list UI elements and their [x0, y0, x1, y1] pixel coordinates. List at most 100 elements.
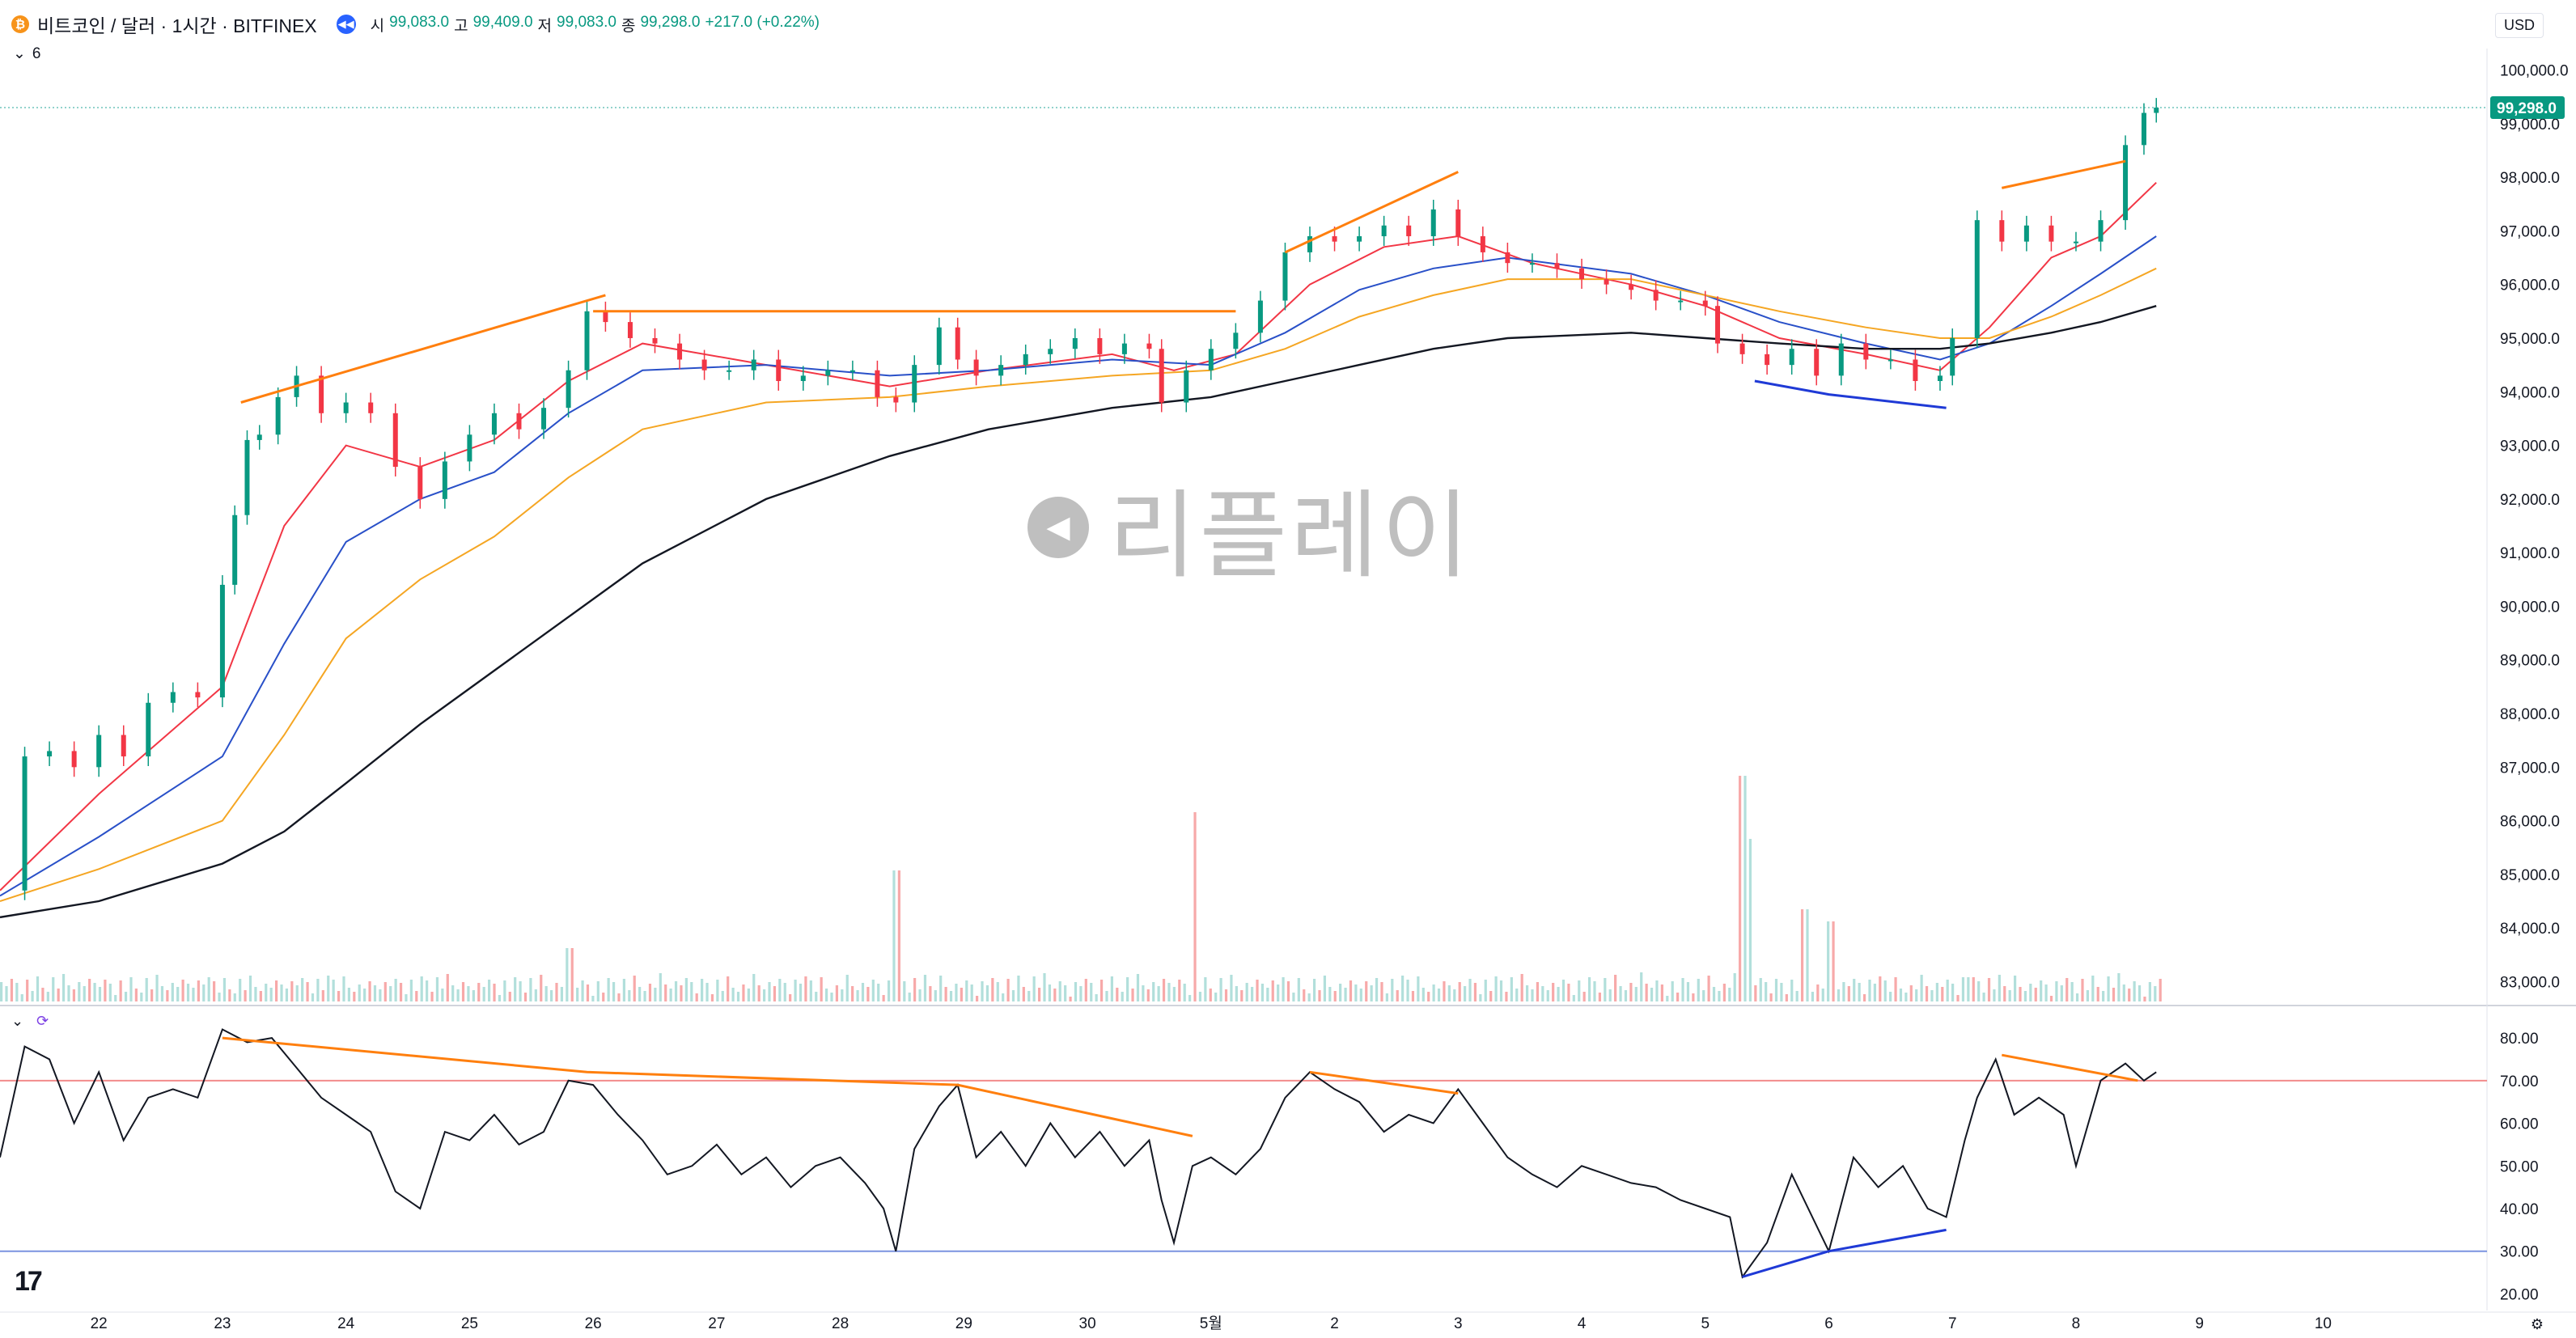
price-tick-label: 97,000.0	[2500, 223, 2560, 240]
volume-bar	[861, 983, 865, 1001]
volume-bar	[1722, 984, 1726, 1001]
volume-bar	[710, 994, 714, 1001]
volume-bar	[1468, 979, 1472, 1001]
rsi-line	[0, 1028, 2157, 1279]
tradingview-logo-icon[interactable]: 17	[15, 1266, 43, 1297]
volume-bar	[1453, 989, 1456, 1001]
volume-bar	[155, 975, 159, 1001]
volume-bar	[1204, 977, 1207, 1001]
volume-bar	[965, 980, 968, 1001]
price-tick-label: 88,000.0	[2500, 706, 2560, 723]
volume-bar	[809, 980, 812, 1001]
candle-body	[2154, 108, 2159, 113]
volume-bar	[1634, 987, 1638, 1001]
indicator-toggle[interactable]: ⌄ 6	[13, 44, 41, 63]
volume-bar	[1245, 983, 1248, 1001]
candle-body	[1121, 343, 1127, 354]
volume-bar	[1053, 989, 1057, 1001]
volume-bar	[0, 982, 3, 1001]
volume-bar	[1048, 984, 1052, 1001]
volume-bar	[61, 974, 66, 1001]
volume-bar	[944, 987, 947, 1001]
volume-bar	[197, 980, 200, 1001]
volume-bar	[280, 984, 283, 1001]
volume-bar	[789, 994, 792, 1001]
volume-bar	[1650, 988, 1654, 1001]
time-tick-label: 23	[214, 1315, 231, 1332]
time-tick-label: 29	[955, 1315, 972, 1332]
volume-bar	[342, 976, 345, 1001]
volume-bar	[1146, 989, 1150, 1001]
candle-body	[1702, 300, 1708, 307]
volume-bar	[882, 995, 885, 1001]
volume-bar	[607, 978, 610, 1001]
trend-line	[2001, 159, 2126, 189]
volume-bar	[353, 992, 356, 1001]
ohlc-high-value: 99,409.0	[472, 13, 533, 31]
volume-bar	[1198, 992, 1202, 1001]
time-tick-label: 10	[2315, 1315, 2332, 1332]
candle-body	[1257, 300, 1263, 333]
volume-bar	[892, 870, 896, 1001]
price-tick-label: 91,000.0	[2500, 545, 2560, 562]
chevron-down-icon[interactable]: ⌄	[11, 1013, 24, 1029]
volume-bar	[929, 986, 932, 1001]
volume-bar	[285, 989, 289, 1001]
volume-bar	[1126, 977, 1129, 1001]
volume-bar	[98, 987, 102, 1001]
volume-bar	[1499, 980, 1503, 1001]
ohlc-open-value: 99,083.0	[389, 13, 450, 31]
volume-bar	[1432, 984, 1435, 1001]
volume-bar	[2091, 976, 2095, 1001]
ohlc-close-value: 99,298.0	[640, 13, 701, 31]
candle-body	[912, 365, 917, 403]
volume-bar	[1479, 994, 1482, 1001]
volume-bar	[705, 983, 709, 1001]
volume-bar	[233, 993, 236, 1001]
rsi-tick-label: 60.00	[2500, 1116, 2539, 1133]
volume-bar	[1806, 909, 1809, 1001]
volume-bar	[114, 995, 117, 1001]
volume-bar	[265, 984, 268, 1001]
settings-icon[interactable]: ⚙	[2530, 1316, 2544, 1332]
candle-body	[1208, 349, 1214, 370]
volume-bar	[544, 986, 548, 1001]
time-tick-label: 25	[461, 1315, 478, 1332]
volume-bar	[540, 975, 543, 1001]
candle-body	[467, 434, 472, 462]
volume-bar	[727, 976, 730, 1001]
replay-icon[interactable]: ◀◀	[336, 15, 356, 34]
volume-bar	[383, 982, 387, 1001]
volume-bar	[57, 989, 60, 1001]
time-tick-label: 8	[2072, 1315, 2081, 1332]
price-tick-label: 100,000.0	[2500, 63, 2569, 80]
candle-body	[2141, 112, 2146, 146]
volume-bar	[871, 980, 875, 1001]
symbol-title[interactable]: 비트코인 / 달러 · 1시간 · BITFINEX	[37, 15, 317, 36]
volume-bar	[1333, 991, 1337, 1001]
volume-bar	[955, 984, 958, 1001]
price-tick-label: 85,000.0	[2500, 867, 2560, 884]
currency-selector[interactable]: USD	[2494, 13, 2544, 38]
replay-watermark-text: 리플레이	[1108, 480, 1473, 591]
candle-body	[256, 434, 262, 440]
volume-bar	[2034, 988, 2037, 1001]
volume-bar	[628, 990, 631, 1001]
volume-bar	[1774, 979, 1778, 1001]
volume-bar	[648, 984, 652, 1001]
volume-bar	[1853, 979, 1856, 1001]
candle-body	[1715, 306, 1721, 344]
volume-bar	[1904, 993, 1908, 1001]
candle-body	[275, 396, 281, 435]
volume-bar	[1328, 987, 1332, 1001]
volume-bar	[394, 979, 397, 1001]
volume-bar	[2023, 991, 2027, 1001]
volume-bar	[2013, 976, 2017, 1001]
volume-bar	[633, 976, 636, 1001]
refresh-icon[interactable]: ⟳	[36, 1013, 49, 1029]
time-tick-label: 4	[1578, 1315, 1587, 1332]
volume-bar	[67, 985, 70, 1001]
candle-body	[603, 311, 608, 323]
volume-bar	[856, 990, 859, 1001]
